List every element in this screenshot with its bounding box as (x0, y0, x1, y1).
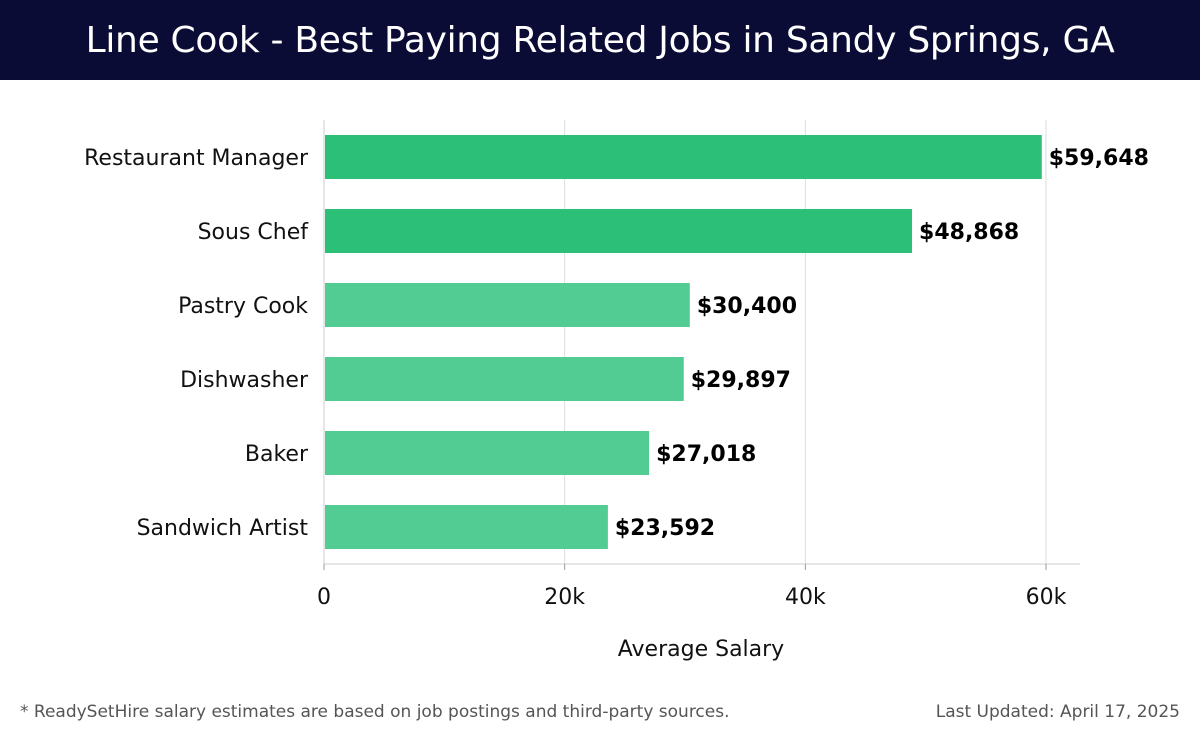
value-label: $59,648 (1049, 146, 1149, 171)
bar (325, 357, 684, 401)
chart-header: Line Cook - Best Paying Related Jobs in … (0, 0, 1200, 80)
category-label: Restaurant Manager (84, 146, 309, 171)
x-axis-label: Average Salary (618, 637, 784, 662)
value-label: $27,018 (656, 442, 756, 467)
footer-updated: Last Updated: April 17, 2025 (935, 702, 1180, 722)
x-tick-label: 0 (317, 585, 331, 610)
value-label: $48,868 (919, 220, 1019, 245)
chart-title: Line Cook - Best Paying Related Jobs in … (85, 19, 1115, 61)
bar (325, 209, 913, 253)
value-label: $29,897 (691, 368, 791, 393)
bar (325, 283, 690, 327)
category-label: Dishwasher (180, 368, 309, 393)
bar (325, 431, 650, 475)
x-tick-label: 40k (785, 585, 826, 610)
salary-bar-chart: 0 20k 40k 60k Average Salary Restaurant Manag… (84, 120, 1149, 662)
bar (325, 135, 1042, 179)
x-tick-label: 60k (1026, 585, 1067, 610)
value-label: $30,400 (697, 294, 797, 319)
category-label: Baker (245, 442, 309, 467)
x-tick-label: 20k (544, 585, 585, 610)
bar (325, 505, 608, 549)
category-label: Sandwich Artist (137, 516, 309, 541)
category-label: Pastry Cook (178, 294, 308, 319)
value-label: $23,592 (615, 516, 715, 541)
category-label: Sous Chef (198, 220, 310, 245)
footer-note: * ReadySetHire salary estimates are base… (20, 702, 730, 722)
